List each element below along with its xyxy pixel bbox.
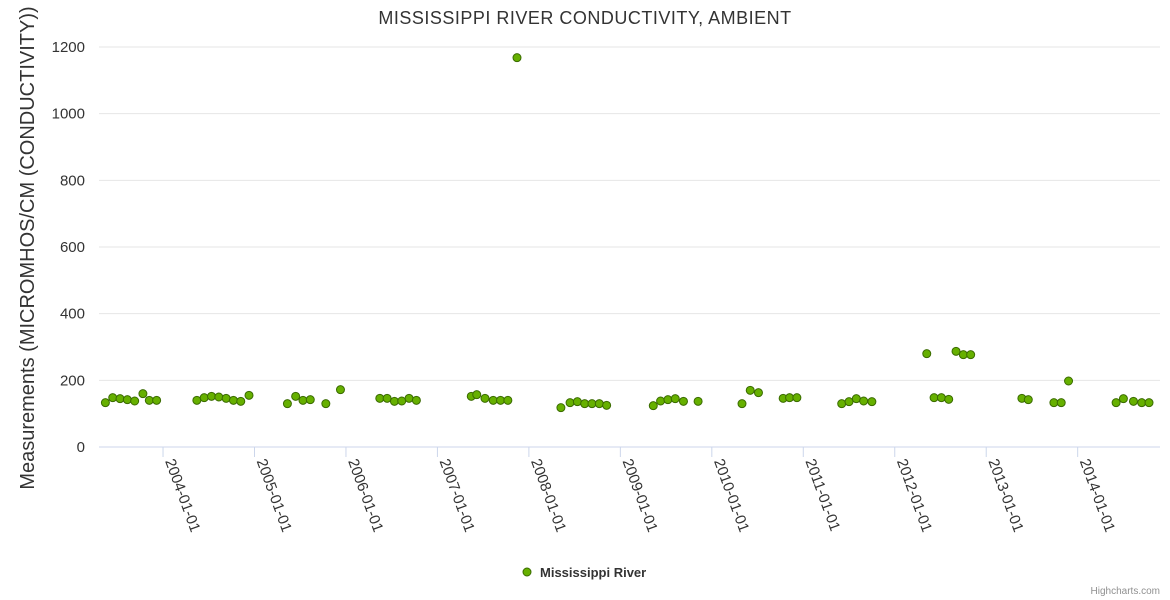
data-point[interactable] xyxy=(663,395,673,405)
data-point[interactable] xyxy=(321,399,331,409)
data-point[interactable] xyxy=(859,396,869,406)
data-point[interactable] xyxy=(556,403,566,413)
data-point[interactable] xyxy=(130,396,140,406)
data-point[interactable] xyxy=(1137,398,1147,408)
data-point[interactable] xyxy=(737,399,747,409)
data-point[interactable] xyxy=(382,393,392,403)
data-point[interactable] xyxy=(488,395,498,405)
data-point[interactable] xyxy=(693,396,703,406)
data-point[interactable] xyxy=(1118,394,1128,404)
data-point[interactable] xyxy=(144,395,154,405)
chart-title: MISSISSIPPI RIVER CONDUCTIVITY, AMBIENT xyxy=(378,8,791,28)
data-point[interactable] xyxy=(1056,398,1066,408)
data-point[interactable] xyxy=(670,394,680,404)
y-tick-label: 800 xyxy=(60,172,85,189)
data-point[interactable] xyxy=(1128,396,1138,406)
data-point[interactable] xyxy=(496,395,506,405)
data-point[interactable] xyxy=(298,395,308,405)
data-point[interactable] xyxy=(411,395,421,405)
data-point[interactable] xyxy=(922,349,932,359)
data-point[interactable] xyxy=(602,400,612,410)
data-point[interactable] xyxy=(648,401,658,411)
data-point[interactable] xyxy=(228,395,238,405)
data-point[interactable] xyxy=(572,397,582,407)
credits-link[interactable]: Highcharts.com xyxy=(1091,586,1160,597)
data-point[interactable] xyxy=(335,385,345,395)
data-point[interactable] xyxy=(951,346,961,356)
data-point[interactable] xyxy=(587,399,597,409)
y-tick-label: 400 xyxy=(60,306,85,323)
y-tick-label: 600 xyxy=(60,239,85,256)
data-point[interactable] xyxy=(565,398,575,408)
data-point[interactable] xyxy=(472,390,482,400)
data-point[interactable] xyxy=(1111,398,1121,408)
data-point[interactable] xyxy=(244,390,254,400)
data-point[interactable] xyxy=(753,388,763,398)
grid-lines xyxy=(99,46,1160,381)
data-point[interactable] xyxy=(792,393,802,403)
data-point[interactable] xyxy=(1049,398,1059,408)
data-point[interactable] xyxy=(785,393,795,403)
legend-label[interactable]: Mississippi River xyxy=(540,565,646,580)
data-point[interactable] xyxy=(122,395,132,405)
data-point[interactable] xyxy=(221,393,231,403)
data-point[interactable] xyxy=(512,53,522,63)
data-point[interactable] xyxy=(844,397,854,407)
series-mississippi-river xyxy=(100,53,1154,413)
data-point[interactable] xyxy=(207,391,217,401)
data-point[interactable] xyxy=(1144,398,1154,408)
data-point[interactable] xyxy=(480,393,490,403)
y-axis-ticks: 0 200 400 600 800 1000 1200 xyxy=(52,39,85,456)
y-tick-label: 1000 xyxy=(52,106,85,123)
data-point[interactable] xyxy=(503,395,513,405)
data-point[interactable] xyxy=(138,389,148,399)
data-point[interactable] xyxy=(404,393,414,403)
data-point[interactable] xyxy=(678,396,688,406)
data-point[interactable] xyxy=(867,397,877,407)
y-axis-label: Measurements (MICROMHOS/CM (CONDUCTIVITY… xyxy=(17,6,39,489)
y-tick-label: 0 xyxy=(77,439,85,456)
data-point[interactable] xyxy=(745,385,755,395)
data-point[interactable] xyxy=(100,398,110,408)
data-point[interactable] xyxy=(115,394,125,404)
data-point[interactable] xyxy=(192,395,202,405)
data-point[interactable] xyxy=(929,393,939,403)
data-point[interactable] xyxy=(291,391,301,401)
data-point[interactable] xyxy=(108,393,118,403)
data-point[interactable] xyxy=(580,399,590,409)
data-point[interactable] xyxy=(389,396,399,406)
data-point[interactable] xyxy=(305,395,315,405)
data-point[interactable] xyxy=(966,350,976,360)
data-point[interactable] xyxy=(214,392,224,402)
data-point[interactable] xyxy=(958,350,968,360)
data-point[interactable] xyxy=(851,394,861,404)
data-point[interactable] xyxy=(936,393,946,403)
data-point[interactable] xyxy=(397,396,407,406)
data-point[interactable] xyxy=(944,394,954,404)
legend-marker[interactable] xyxy=(522,567,532,577)
y-tick-label: 200 xyxy=(60,372,85,389)
data-point[interactable] xyxy=(152,395,162,405)
data-point[interactable] xyxy=(837,399,847,409)
data-point[interactable] xyxy=(236,396,246,406)
data-point[interactable] xyxy=(1064,376,1074,386)
data-point[interactable] xyxy=(282,399,292,409)
data-point[interactable] xyxy=(1023,395,1033,405)
data-point[interactable] xyxy=(199,393,209,403)
y-tick-label: 1200 xyxy=(52,39,85,56)
legend[interactable]: Mississippi River xyxy=(522,565,646,580)
data-point[interactable] xyxy=(594,399,604,409)
data-point[interactable] xyxy=(375,393,385,403)
data-point[interactable] xyxy=(656,396,666,406)
